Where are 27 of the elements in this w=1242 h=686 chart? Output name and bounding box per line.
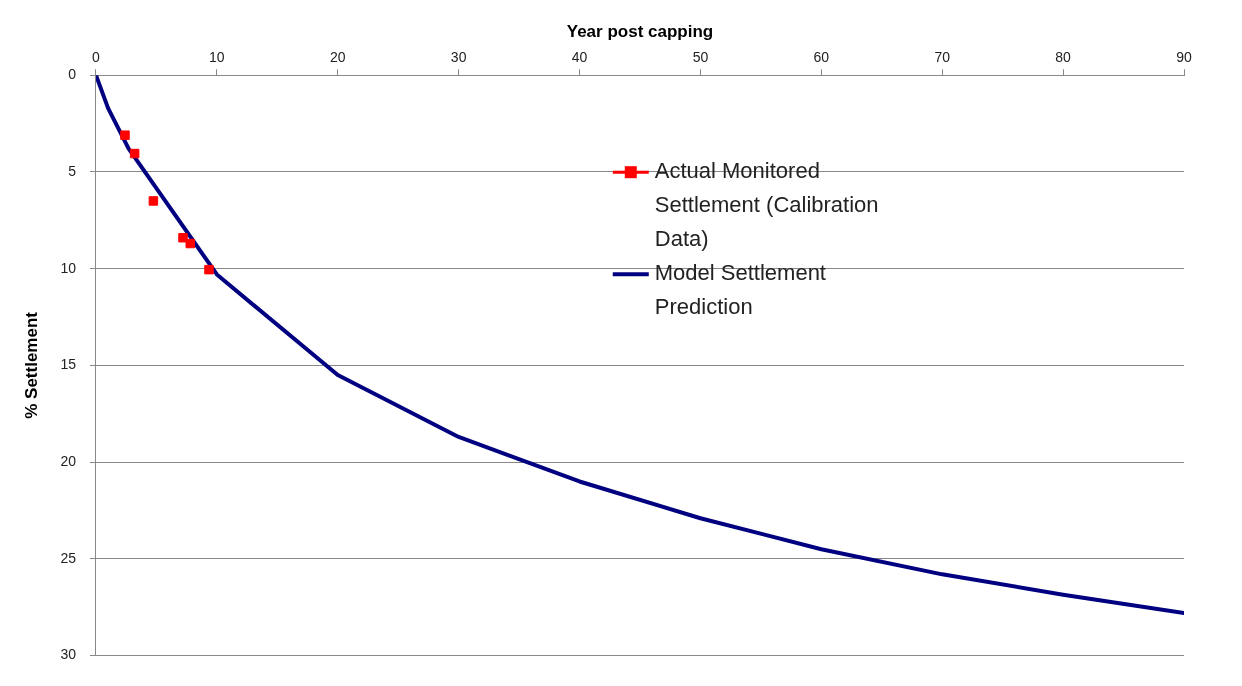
y-tick-label: 15 xyxy=(60,356,77,373)
y-tick-label: 5 xyxy=(68,162,77,179)
legend-label: Actual Monitored Settlement (Calibration Data) xyxy=(654,158,879,252)
x-axis-title: Year post capping xyxy=(566,21,714,41)
y-tick-label: 20 xyxy=(60,452,77,469)
x-tick-label: 20 xyxy=(329,48,346,65)
point xyxy=(148,196,159,206)
x-tick-label: 10 xyxy=(209,48,225,65)
x-tick-label: 30 xyxy=(450,48,467,65)
x-tick-label: 80 xyxy=(1055,48,1072,65)
point xyxy=(129,148,140,159)
y-axis-title: % Settlement xyxy=(21,311,41,419)
point xyxy=(185,238,196,249)
y-tick-label: 10 xyxy=(60,259,77,276)
point xyxy=(120,130,130,140)
x-tick-label: 50 xyxy=(692,48,709,65)
x-tick-label: 0 xyxy=(92,48,101,65)
point xyxy=(178,232,188,243)
y-tick-label: 25 xyxy=(60,549,77,566)
x-tick-label: 90 xyxy=(1176,48,1192,65)
x-tick-label: 60 xyxy=(813,48,830,65)
legend-label: Model Settlement Prediction xyxy=(654,260,826,320)
y-tick-label: 30 xyxy=(60,646,77,663)
x-tick-label: 40 xyxy=(571,48,588,65)
point xyxy=(204,264,214,275)
x-tick-label: 70 xyxy=(934,48,951,65)
y-tick-label: 0 xyxy=(68,66,77,83)
